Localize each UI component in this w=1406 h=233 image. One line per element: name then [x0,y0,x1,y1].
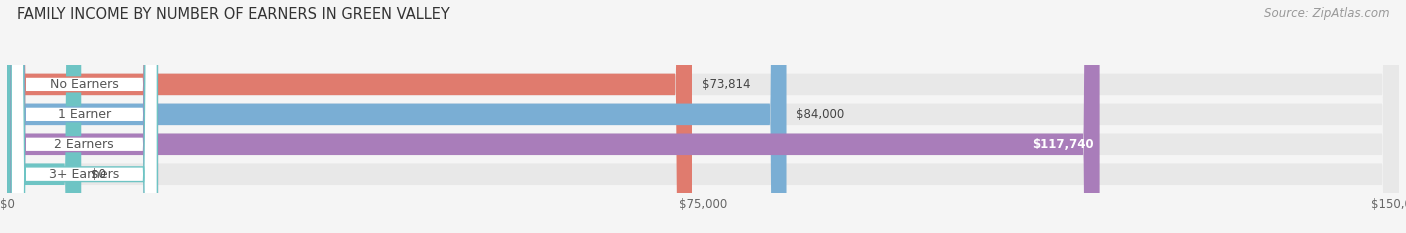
FancyBboxPatch shape [7,0,1399,233]
FancyBboxPatch shape [7,0,1399,233]
Text: FAMILY INCOME BY NUMBER OF EARNERS IN GREEN VALLEY: FAMILY INCOME BY NUMBER OF EARNERS IN GR… [17,7,450,22]
FancyBboxPatch shape [11,0,157,233]
FancyBboxPatch shape [7,0,82,233]
Text: 2 Earners: 2 Earners [55,138,114,151]
FancyBboxPatch shape [11,0,157,233]
Text: $0: $0 [91,168,105,181]
Text: Source: ZipAtlas.com: Source: ZipAtlas.com [1264,7,1389,20]
FancyBboxPatch shape [11,0,157,233]
Text: $84,000: $84,000 [796,108,845,121]
FancyBboxPatch shape [7,0,1099,233]
Text: $117,740: $117,740 [1032,138,1094,151]
FancyBboxPatch shape [7,0,786,233]
Text: No Earners: No Earners [49,78,118,91]
Text: 1 Earner: 1 Earner [58,108,111,121]
FancyBboxPatch shape [7,0,1399,233]
FancyBboxPatch shape [7,0,692,233]
FancyBboxPatch shape [7,0,1399,233]
FancyBboxPatch shape [11,0,157,233]
Text: 3+ Earners: 3+ Earners [49,168,120,181]
Text: $73,814: $73,814 [702,78,751,91]
